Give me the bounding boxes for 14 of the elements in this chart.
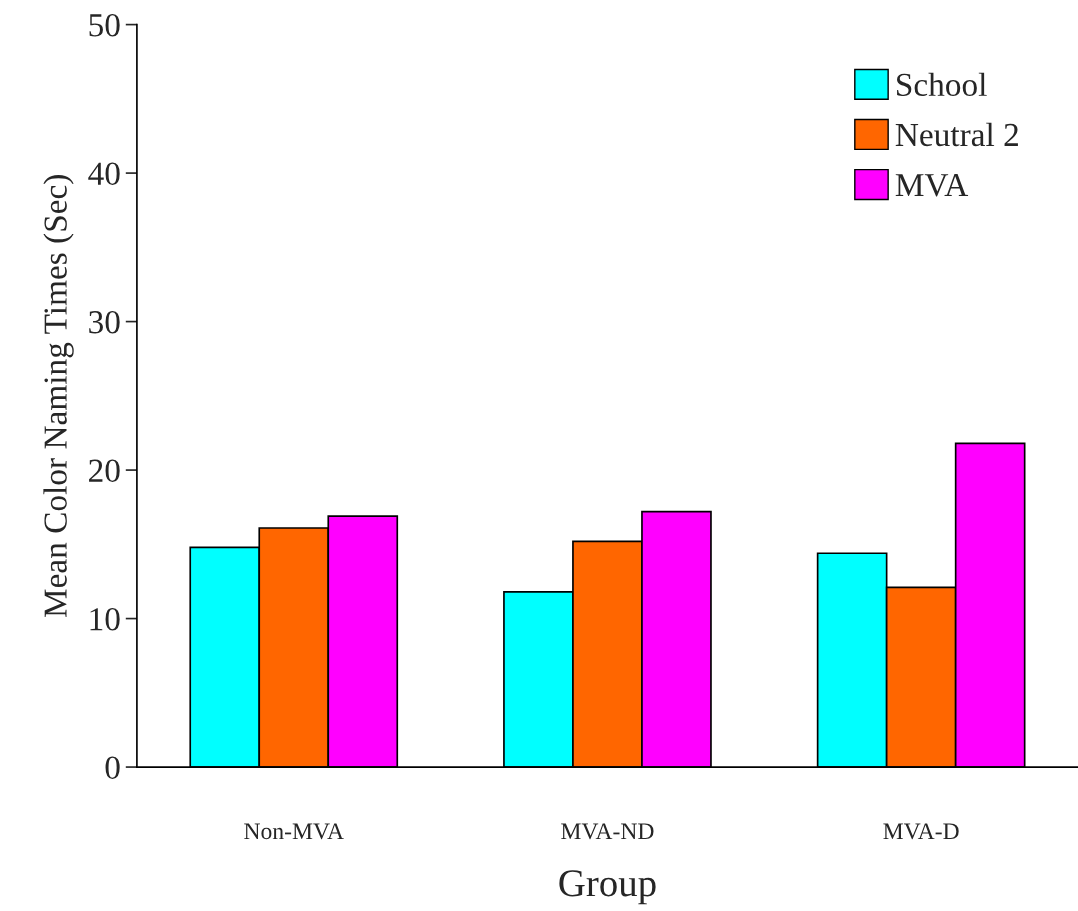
x-tick-label: MVA-D <box>883 823 959 840</box>
y-tick-label: 50 <box>89 14 120 37</box>
x-tick-label: Non-MVA <box>244 823 344 840</box>
x-tick-label: MVA-ND <box>561 823 654 840</box>
y-tick-label: 0 <box>105 756 120 779</box>
y-tick-label: 30 <box>89 310 120 334</box>
y-tick-label: 40 <box>88 162 120 185</box>
y-axis-title: Mean Color Naming Times (Sec) <box>43 175 74 618</box>
y-tick-label: 20 <box>89 459 120 482</box>
x-axis-title: Group <box>559 870 656 905</box>
legend-label: School <box>897 72 987 97</box>
legend-label: Neutral 2 <box>895 122 1018 147</box>
legend-label: MVA <box>895 173 969 197</box>
y-tick-label: 10 <box>90 607 120 631</box>
